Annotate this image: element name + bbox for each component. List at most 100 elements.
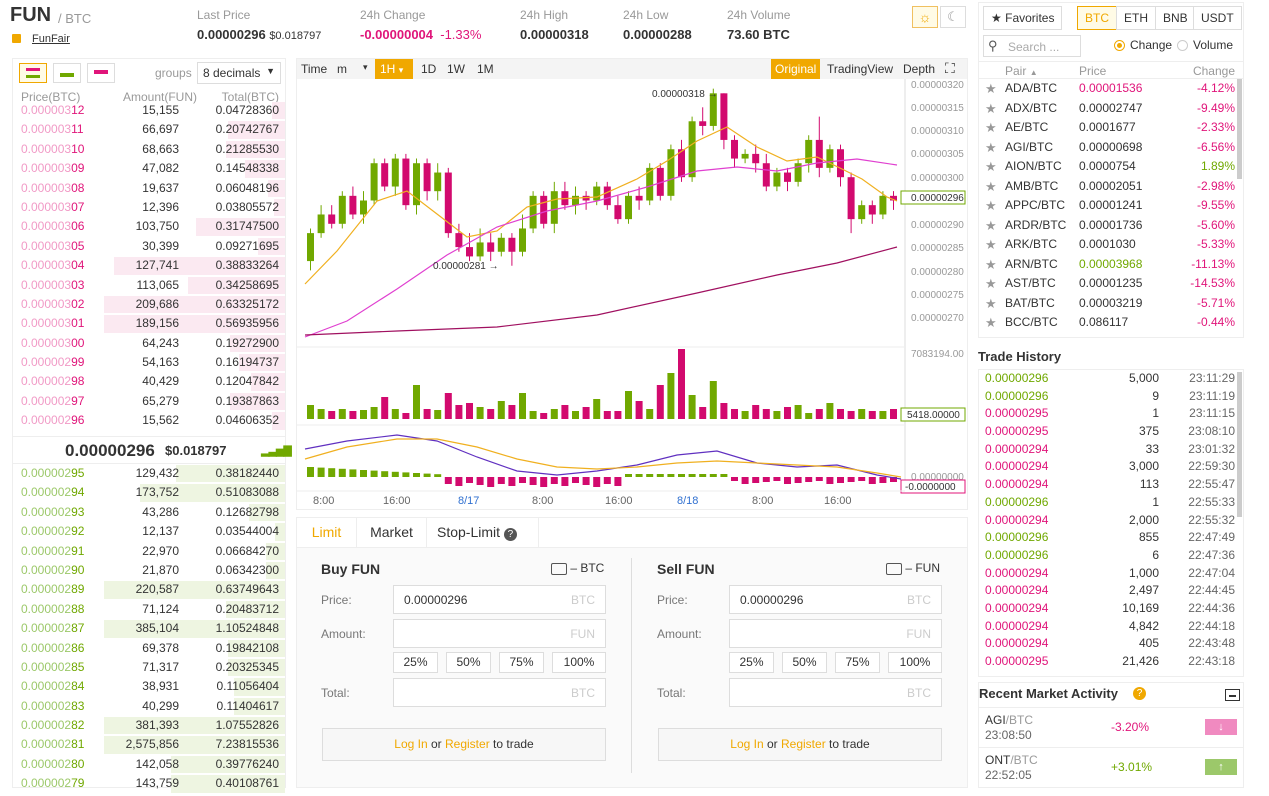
- buy-amount-input[interactable]: FUN: [393, 619, 606, 648]
- ask-row[interactable]: 0.00000303 113,065 0.34258695: [13, 276, 285, 295]
- bid-row[interactable]: 0.00000282 381,393 1.07552826: [13, 716, 285, 735]
- ask-row[interactable]: 0.00000302 209,686 0.63325172: [13, 295, 285, 314]
- ask-row[interactable]: 0.00000306 103,750 0.31747500: [13, 217, 285, 236]
- favorite-star-icon[interactable]: ★: [985, 139, 997, 155]
- interval-minutes[interactable]: m: [337, 62, 347, 76]
- pair-row[interactable]: ★ BCC/BTC 0.086117 -0.44%: [979, 313, 1239, 333]
- favorite-star-icon[interactable]: ★: [985, 159, 997, 174]
- bid-row[interactable]: 0.00000288 71,124 0.20483712: [13, 600, 285, 619]
- login-link[interactable]: Log In: [730, 737, 764, 751]
- favorite-star-icon[interactable]: ★: [985, 237, 997, 252]
- view-asks-icon[interactable]: [87, 63, 115, 83]
- bid-row[interactable]: 0.00000281 2,575,856 7.23815536: [13, 735, 285, 754]
- ask-row[interactable]: 0.00000309 47,082 0.14548338: [13, 159, 285, 178]
- fullscreen-icon[interactable]: ⛶: [945, 60, 955, 76]
- bid-row[interactable]: 0.00000279 143,759 0.40108761: [13, 774, 285, 793]
- pair-row[interactable]: ★ AGI/BTC 0.00000698 -6.56%: [979, 138, 1239, 158]
- pair-row[interactable]: ★ AE/BTC 0.0001677 -2.33%: [979, 118, 1239, 138]
- bid-row[interactable]: 0.00000292 12,137 0.03544004: [13, 522, 285, 541]
- view-bids-icon[interactable]: [53, 63, 81, 83]
- view-tradingview[interactable]: TradingView: [827, 62, 894, 76]
- interval-1h[interactable]: 1H ▾: [375, 59, 413, 79]
- sell-total-input[interactable]: BTC: [729, 678, 942, 707]
- view-original[interactable]: Original: [771, 59, 821, 79]
- pair-row[interactable]: ★ ARDR/BTC 0.00001736 -5.60%: [979, 216, 1239, 236]
- favorite-star-icon[interactable]: ★: [985, 295, 997, 311]
- pair-row[interactable]: ★ BAT/BTC 0.00003219 -5.71%: [979, 294, 1239, 314]
- help-icon[interactable]: ?: [1133, 687, 1146, 700]
- tab-stop-limit[interactable]: Stop-Limit ?: [427, 518, 539, 547]
- buy-pct-75[interactable]: 75%: [499, 652, 544, 673]
- bid-row[interactable]: 0.00000280 142,058 0.39776240: [13, 755, 285, 774]
- favorite-star-icon[interactable]: ★: [985, 256, 997, 272]
- minutes-dropdown-icon[interactable]: ▾: [363, 62, 368, 72]
- pairs-scrollbar[interactable]: [1237, 79, 1242, 179]
- quote-eth[interactable]: ETH: [1116, 6, 1156, 30]
- favorite-star-icon[interactable]: ★: [985, 217, 997, 233]
- ask-row[interactable]: 0.00000297 65,279 0.19387863: [13, 392, 285, 411]
- price-chart[interactable]: 0.00000320 0.00000315 0.00000310 0.00000305…: [297, 79, 967, 509]
- dark-theme-icon[interactable]: ☾: [940, 6, 966, 28]
- col-pair[interactable]: Pair ▲: [1005, 64, 1038, 78]
- sell-pct-100[interactable]: 100%: [888, 652, 942, 673]
- ask-row[interactable]: 0.00000301 189,156 0.56935956: [13, 314, 285, 333]
- activity-item[interactable]: ONT/BTC 22:52:05 +3.01% ↑: [979, 747, 1243, 787]
- help-icon[interactable]: ?: [503, 528, 517, 541]
- favorite-star-icon[interactable]: ★: [985, 178, 997, 194]
- interval-1m[interactable]: 1M: [477, 62, 494, 76]
- ask-row[interactable]: 0.00000299 54,163 0.16194737: [13, 353, 285, 372]
- favorites-button[interactable]: ★ Favorites: [983, 6, 1063, 30]
- buy-pct-100[interactable]: 100%: [552, 652, 606, 673]
- register-link[interactable]: Register: [445, 737, 490, 751]
- tab-market[interactable]: Market: [357, 518, 427, 547]
- view-both-icon[interactable]: [19, 63, 47, 83]
- pair-row[interactable]: ★ ARK/BTC 0.0001030 -5.33%: [979, 235, 1239, 255]
- quote-usdt[interactable]: USDT: [1193, 6, 1242, 30]
- groups-select[interactable]: 8 decimals ▼: [197, 62, 281, 84]
- bid-row[interactable]: 0.00000286 69,378 0.19842108: [13, 639, 285, 658]
- quote-bnb[interactable]: BNB: [1155, 6, 1196, 30]
- sell-pct-50[interactable]: 50%: [782, 652, 827, 673]
- bid-row[interactable]: 0.00000284 38,931 0.11056404: [13, 677, 285, 696]
- pair-row[interactable]: ★ AION/BTC 0.0000754 1.89%: [979, 157, 1239, 177]
- collapse-icon[interactable]: [1225, 689, 1240, 701]
- ask-row[interactable]: 0.00000298 40,429 0.12047842: [13, 372, 285, 391]
- favorite-star-icon[interactable]: ★: [985, 198, 997, 213]
- interval-time[interactable]: Time: [301, 62, 328, 76]
- radio-volume[interactable]: [1177, 40, 1188, 51]
- pair-row[interactable]: ★ AST/BTC 0.00001235 -14.53%: [979, 274, 1239, 294]
- sell-amount-input[interactable]: FUN: [729, 619, 942, 648]
- quote-btc[interactable]: BTC: [1077, 6, 1117, 30]
- ask-row[interactable]: 0.00000305 30,399 0.09271695: [13, 237, 285, 256]
- ask-row[interactable]: 0.00000311 66,697 0.20742767: [13, 120, 285, 139]
- favorite-star-icon[interactable]: ★: [985, 276, 997, 291]
- activity-item[interactable]: AGI/BTC 23:08:50 -3.20% ↓: [979, 707, 1243, 747]
- radio-change[interactable]: [1114, 40, 1125, 51]
- register-link[interactable]: Register: [781, 737, 826, 751]
- favorite-star-icon[interactable]: ★: [985, 315, 997, 330]
- bid-row[interactable]: 0.00000294 173,752 0.51083088: [13, 483, 285, 502]
- buy-pct-25[interactable]: 25%: [393, 652, 438, 673]
- interval-1w[interactable]: 1W: [447, 62, 465, 76]
- interval-1d[interactable]: 1D: [421, 62, 437, 76]
- bid-row[interactable]: 0.00000293 43,286 0.12682798: [13, 503, 285, 522]
- history-scrollbar[interactable]: [1237, 372, 1242, 517]
- buy-price-input[interactable]: 0.00000296 BTC: [393, 585, 606, 614]
- login-link[interactable]: Log In: [394, 737, 428, 751]
- view-depth[interactable]: Depth: [903, 62, 936, 76]
- bid-row[interactable]: 0.00000287 385,104 1.10524848: [13, 619, 285, 638]
- token-name-link[interactable]: FunFair: [32, 33, 70, 45]
- ask-row[interactable]: 0.00000312 15,155 0.04728360: [13, 101, 285, 120]
- ask-row[interactable]: 0.00000307 12,396 0.03805572: [13, 198, 285, 217]
- ask-row[interactable]: 0.00000308 19,637 0.06048196: [13, 179, 285, 198]
- pair-row[interactable]: ★ ADA/BTC 0.00001536 -4.12%: [979, 79, 1239, 99]
- pair-row[interactable]: ★ APPC/BTC 0.00001241 -9.55%: [979, 196, 1239, 216]
- sell-pct-25[interactable]: 25%: [729, 652, 774, 673]
- bid-row[interactable]: 0.00000290 21,870 0.06342300: [13, 561, 285, 580]
- bid-row[interactable]: 0.00000291 22,970 0.06684270: [13, 542, 285, 561]
- favorite-star-icon[interactable]: ★: [985, 81, 997, 96]
- favorite-star-icon[interactable]: ★: [985, 100, 997, 116]
- light-theme-icon[interactable]: ☼: [912, 6, 938, 28]
- bid-row[interactable]: 0.00000285 71,317 0.20325345: [13, 658, 285, 677]
- col-price[interactable]: Price: [1079, 64, 1107, 78]
